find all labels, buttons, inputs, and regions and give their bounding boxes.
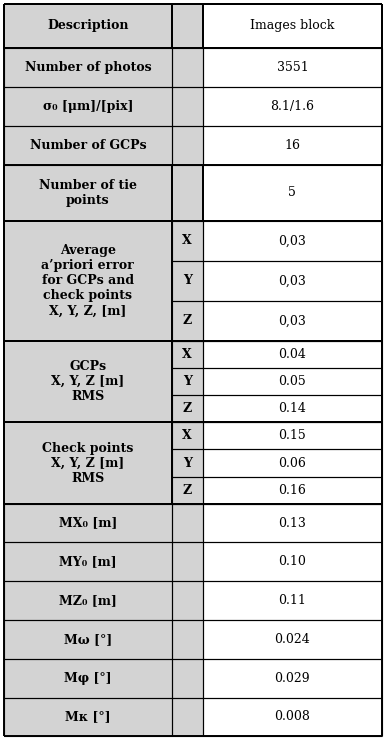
Bar: [4, 164, 172, 221]
Bar: [203, 368, 382, 395]
Text: 0.04: 0.04: [278, 348, 306, 361]
Bar: [203, 341, 382, 368]
Bar: [203, 477, 382, 504]
Text: 0.15: 0.15: [279, 429, 306, 443]
Bar: [203, 301, 382, 341]
Text: 0.16: 0.16: [278, 484, 306, 497]
Bar: [172, 87, 203, 126]
Text: 16: 16: [284, 138, 300, 152]
Bar: [172, 504, 203, 542]
Text: Number of photos: Number of photos: [24, 61, 151, 74]
Bar: [172, 221, 203, 260]
Bar: [172, 542, 203, 581]
Text: 0.029: 0.029: [274, 672, 310, 685]
Bar: [203, 126, 382, 164]
Bar: [172, 581, 203, 620]
Text: 0.06: 0.06: [278, 457, 306, 469]
Bar: [203, 260, 382, 301]
Text: X: X: [182, 348, 192, 361]
Bar: [172, 164, 203, 221]
Bar: [203, 449, 382, 477]
Text: Description: Description: [47, 19, 129, 33]
Text: Z: Z: [183, 484, 192, 497]
Text: Number of GCPs: Number of GCPs: [29, 138, 146, 152]
Text: 0.11: 0.11: [278, 594, 306, 607]
Text: 0,03: 0,03: [278, 235, 306, 247]
Text: 0.024: 0.024: [274, 633, 310, 646]
Bar: [172, 4, 203, 48]
Text: MZ₀ [m]: MZ₀ [m]: [59, 594, 117, 607]
Bar: [172, 48, 203, 87]
Bar: [4, 698, 172, 736]
Text: σ₀ [μm]/[pix]: σ₀ [μm]/[pix]: [42, 100, 133, 113]
Bar: [172, 423, 203, 449]
Bar: [4, 423, 172, 504]
Bar: [203, 423, 382, 449]
Bar: [172, 698, 203, 736]
Bar: [4, 542, 172, 581]
Text: 0.10: 0.10: [278, 556, 306, 568]
Bar: [172, 659, 203, 698]
Text: Average
a’priori error
for GCPs and
check points
X, Y, Z, [m]: Average a’priori error for GCPs and chec…: [41, 244, 134, 317]
Text: Z: Z: [183, 403, 192, 415]
Text: Y: Y: [183, 457, 192, 469]
Text: Mφ [°]: Mφ [°]: [64, 672, 112, 685]
Text: Check points
X, Y, Z [m]
RMS: Check points X, Y, Z [m] RMS: [42, 442, 134, 485]
Text: X: X: [182, 235, 192, 247]
Bar: [172, 620, 203, 659]
Bar: [203, 698, 382, 736]
Bar: [172, 260, 203, 301]
Text: MY₀ [m]: MY₀ [m]: [59, 556, 117, 568]
Text: 0.14: 0.14: [278, 403, 306, 415]
Bar: [203, 4, 382, 48]
Text: Number of tie
points: Number of tie points: [39, 178, 137, 206]
Text: 0.008: 0.008: [274, 710, 310, 724]
Bar: [203, 395, 382, 423]
Bar: [4, 4, 172, 48]
Bar: [203, 620, 382, 659]
Bar: [172, 395, 203, 423]
Bar: [172, 341, 203, 368]
Text: 0,03: 0,03: [278, 275, 306, 287]
Bar: [203, 221, 382, 260]
Bar: [203, 48, 382, 87]
Text: Mκ [°]: Mκ [°]: [65, 710, 111, 724]
Bar: [4, 581, 172, 620]
Bar: [203, 504, 382, 542]
Bar: [203, 581, 382, 620]
Text: 8.1/1.6: 8.1/1.6: [271, 100, 314, 113]
Text: Z: Z: [183, 314, 192, 327]
Bar: [4, 620, 172, 659]
Text: 3551: 3551: [276, 61, 308, 74]
Bar: [172, 477, 203, 504]
Bar: [203, 542, 382, 581]
Bar: [203, 659, 382, 698]
Text: GCPs
X, Y, Z [m]
RMS: GCPs X, Y, Z [m] RMS: [51, 360, 124, 403]
Text: Y: Y: [183, 375, 192, 388]
Bar: [172, 301, 203, 341]
Text: Mω [°]: Mω [°]: [64, 633, 112, 646]
Text: Images block: Images block: [250, 19, 335, 33]
Bar: [203, 87, 382, 126]
Text: 5: 5: [288, 186, 296, 199]
Text: 0.05: 0.05: [279, 375, 306, 388]
Bar: [172, 368, 203, 395]
Bar: [4, 87, 172, 126]
Text: X: X: [182, 429, 192, 443]
Bar: [172, 126, 203, 164]
Text: 0.13: 0.13: [278, 517, 306, 530]
Bar: [4, 221, 172, 341]
Bar: [4, 126, 172, 164]
Text: MX₀ [m]: MX₀ [m]: [59, 517, 117, 530]
Bar: [4, 341, 172, 423]
Bar: [4, 504, 172, 542]
Bar: [172, 449, 203, 477]
Bar: [4, 48, 172, 87]
Text: 0,03: 0,03: [278, 314, 306, 327]
Bar: [4, 659, 172, 698]
Text: Y: Y: [183, 275, 192, 287]
Bar: [203, 164, 382, 221]
